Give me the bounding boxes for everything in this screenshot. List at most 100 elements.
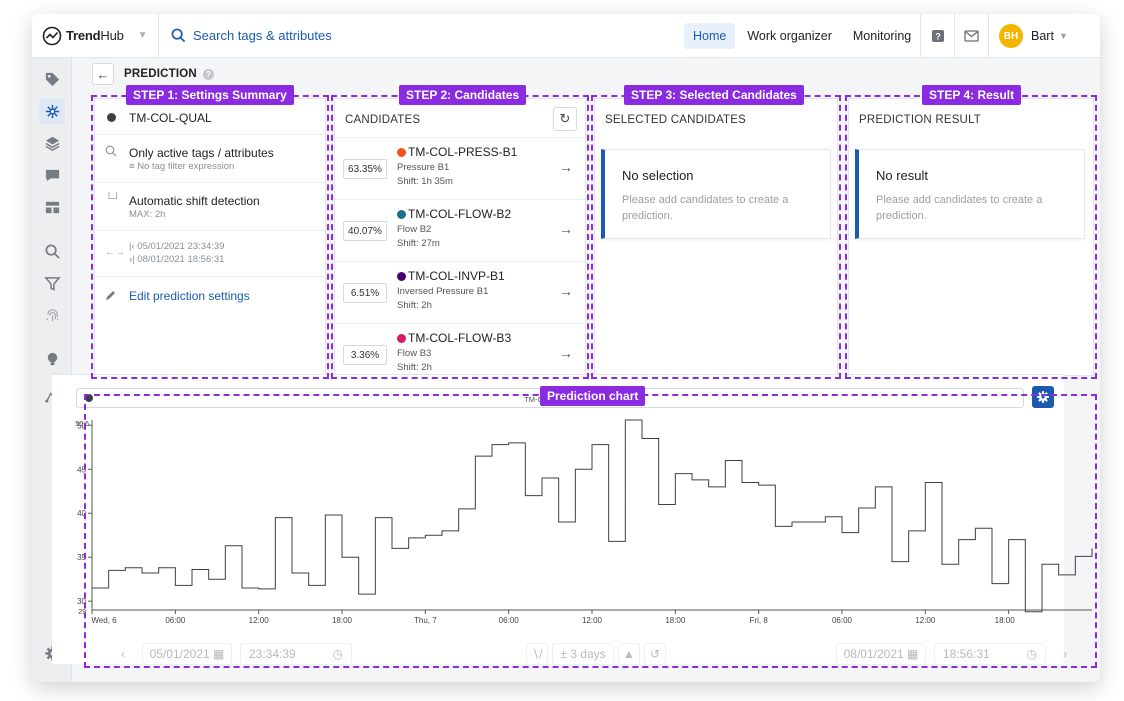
pencil-icon	[106, 291, 115, 300]
x-tick-label: Thu, 7	[414, 616, 437, 625]
messages-button[interactable]	[954, 14, 988, 58]
filter-row: Only active tags / attributes ≡ No tag f…	[95, 135, 325, 183]
no-selection-title: No selection	[622, 168, 694, 183]
start-date-field[interactable]: 05/01/2021 ▦	[142, 643, 232, 665]
refresh-button[interactable]: ↻	[553, 107, 577, 131]
shift-icon: └┘	[105, 193, 121, 205]
candidate-row[interactable]: 6.51% TM-COL-INVP-B1 Inversed Pressure B1 S…	[335, 261, 585, 323]
back-button[interactable]: ←	[92, 63, 114, 85]
y-min-label: 29	[78, 609, 86, 616]
candidate-score: 63.35%	[343, 159, 387, 179]
candidate-description: Flow B2	[397, 224, 432, 235]
help-icon[interactable]: ?	[202, 68, 214, 80]
zoom-range-button[interactable]: ∖/	[526, 643, 548, 665]
page-header: ← PREDICTION ?	[92, 62, 214, 86]
history-button[interactable]: ↺	[644, 643, 666, 665]
next-button[interactable]: ›	[1063, 647, 1067, 661]
sidebar-fingerprint-button[interactable]	[39, 302, 65, 328]
no-result-card: No result Please add candidates to creat…	[855, 149, 1085, 239]
tag-icon	[45, 72, 59, 86]
candidates-panel: CANDIDATES ↻ 63.35% TM-COL-PRESS-B1 Pressu…	[334, 98, 586, 376]
x-tick-label: 18:00	[995, 616, 1016, 625]
prediction-icon	[45, 104, 59, 118]
search-icon	[105, 145, 117, 157]
app-logo[interactable]: TrendHub ▼	[32, 14, 158, 58]
start-time-field[interactable]: 23:34:39 ◷	[240, 643, 352, 665]
candidate-shift: Shift: 2h	[397, 300, 432, 311]
user-menu[interactable]: BH Bart ▼	[988, 14, 1100, 58]
candidate-color-dot	[397, 334, 406, 343]
x-tick-label: 06:00	[165, 616, 186, 625]
nav-monitoring[interactable]: Monitoring	[852, 29, 912, 43]
sidebar-dashboard-button[interactable]	[39, 194, 65, 220]
lock-icon: ▲	[623, 647, 635, 661]
sidebar-search-button[interactable]	[39, 238, 65, 264]
candidate-description: Pressure B1	[397, 162, 450, 173]
filter-subtitle-text: No tag filter expression	[137, 161, 235, 172]
chevron-down-icon[interactable]: ▼	[137, 30, 148, 41]
calendar-icon: ▦	[213, 647, 225, 661]
x-tick-label: 18:00	[332, 616, 353, 625]
arrow-right-icon[interactable]: →	[559, 159, 573, 175]
x-tick-label: Wed, 6	[91, 616, 117, 625]
fingerprint-icon	[45, 308, 58, 321]
nav-home[interactable]: Home	[684, 23, 736, 49]
page-title: PREDICTION	[124, 68, 197, 80]
x-tick-label: 18:00	[665, 616, 686, 625]
prev-button[interactable]: ‹	[121, 647, 125, 661]
candidate-color-dot	[397, 148, 406, 157]
shift-title: Automatic shift detection	[129, 194, 260, 208]
time-range-row: ←→ |‹ 05/01/2021 23:34:39 ›| 08/01/2021 …	[95, 231, 325, 277]
time-navigation-bar: ‹ 05/01/2021 ▦ 23:34:39 ◷ ∖/ ± 3 days ▲ ↺…	[84, 640, 1084, 668]
candidate-name: TM-COL-INVP-B1	[408, 269, 505, 283]
start-time: 23:34:39	[249, 647, 296, 661]
series-dot-icon	[107, 113, 116, 122]
sidebar-filter-button[interactable]	[39, 270, 65, 296]
arrow-right-icon[interactable]: →	[559, 221, 573, 237]
candidate-name: TM-COL-FLOW-B3	[408, 331, 512, 345]
candidate-row[interactable]: 40.07% TM-COL-FLOW-B2 Flow B2 Shift: 27m →	[335, 199, 585, 261]
step3-tag: STEP 3: Selected Candidates	[624, 85, 804, 105]
candidates-header: CANDIDATES	[345, 114, 421, 126]
prediction-chart-panel	[52, 374, 1064, 664]
arrow-right-icon[interactable]: →	[559, 345, 573, 361]
nav-work-organizer[interactable]: Work organizer	[747, 29, 832, 43]
x-tick-label: 12:00	[582, 616, 603, 625]
brand-light: Hub	[100, 28, 124, 43]
chart-settings-button[interactable]	[1032, 386, 1054, 408]
series-dot-icon	[85, 394, 93, 402]
help-button[interactable]: ?	[920, 14, 954, 58]
sidebar-comments-button[interactable]	[39, 162, 65, 188]
no-result-title: No result	[876, 168, 929, 183]
filter-icon	[43, 276, 61, 291]
comment-icon	[45, 169, 59, 181]
end-time-field[interactable]: 18:56:31 ◷	[934, 643, 1046, 665]
search-bar[interactable]: Search tags & attributes	[158, 14, 658, 58]
candidate-row[interactable]: 63.35% TM-COL-PRESS-B1 Pressure B1 Shift: 1…	[335, 137, 585, 199]
dashboard-icon	[45, 201, 59, 213]
search-icon	[171, 28, 186, 43]
y-tick-label: 30	[77, 597, 86, 606]
lock-button[interactable]: ▲	[618, 643, 640, 665]
no-result-desc: Please add candidates to create a predic…	[876, 194, 1043, 222]
candidate-row[interactable]: 3.36% TM-COL-FLOW-B3 Flow B3 Shift: 2h →	[335, 323, 585, 385]
edit-settings-link[interactable]: Edit prediction settings	[129, 289, 250, 303]
candidate-description: Inversed Pressure B1	[397, 286, 489, 297]
edit-settings-row[interactable]: Edit prediction settings	[95, 277, 325, 315]
chevron-down-icon: ▼	[1058, 31, 1068, 41]
range-end-text: 08/01/2021 18:56:31	[137, 254, 225, 265]
sidebar-prediction-button[interactable]	[39, 98, 65, 124]
end-date-field[interactable]: 08/01/2021 ▦	[836, 643, 926, 665]
sidebar-insights-button[interactable]	[39, 346, 65, 372]
mail-icon	[964, 30, 979, 42]
layers-icon	[45, 136, 59, 151]
main-nav: Home Work organizer Monitoring	[684, 14, 923, 58]
range-selector[interactable]: ± 3 days	[552, 643, 614, 665]
sidebar-tag-button[interactable]	[39, 66, 65, 92]
x-tick-label: 06:00	[499, 616, 520, 625]
sidebar-layers-button[interactable]	[39, 130, 65, 156]
arrow-right-icon[interactable]: →	[559, 283, 573, 299]
avatar: BH	[999, 24, 1023, 48]
x-tick-label: 12:00	[249, 616, 270, 625]
